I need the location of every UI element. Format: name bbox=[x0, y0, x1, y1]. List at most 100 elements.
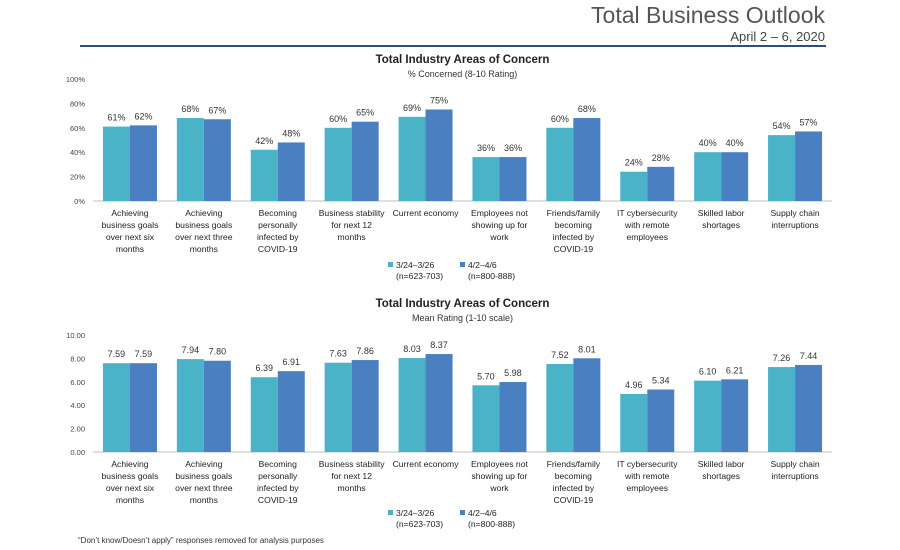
bar bbox=[546, 127, 574, 201]
y-tick-label: 0.00 bbox=[70, 448, 85, 457]
legend-swatch bbox=[388, 262, 393, 267]
data-label: 5.70 bbox=[477, 371, 495, 381]
data-label: 36% bbox=[477, 143, 495, 153]
category-label: months bbox=[116, 495, 144, 505]
category-label: over next six bbox=[106, 232, 155, 242]
category-label: months bbox=[338, 483, 366, 493]
category-label: showing up for bbox=[471, 220, 527, 230]
bar bbox=[277, 142, 305, 201]
category-label: infected by bbox=[257, 232, 299, 242]
category-label: Skilled labor bbox=[698, 208, 745, 218]
category-label: infected by bbox=[553, 483, 595, 493]
data-label: 28% bbox=[652, 153, 670, 163]
category-label: business goals bbox=[102, 471, 159, 481]
data-label: 68% bbox=[578, 104, 596, 114]
legend-swatch bbox=[388, 510, 393, 515]
category-label: IT cybersecurity bbox=[617, 208, 678, 218]
category-label: Becoming bbox=[259, 208, 297, 218]
data-label: 6.21 bbox=[726, 365, 744, 375]
data-label: 24% bbox=[625, 158, 643, 168]
category-label: becoming bbox=[555, 220, 592, 230]
bar bbox=[620, 393, 648, 452]
category-label: Current economy bbox=[393, 459, 460, 469]
category-label: for next 12 bbox=[331, 220, 372, 230]
bar bbox=[795, 131, 823, 201]
data-label: 40% bbox=[699, 138, 717, 148]
bar bbox=[573, 358, 601, 452]
legend-swatch bbox=[460, 510, 465, 515]
y-tick-label: 4.00 bbox=[70, 401, 85, 410]
category-label: work bbox=[489, 232, 509, 242]
bar bbox=[620, 171, 648, 201]
category-label: Achieving bbox=[111, 208, 148, 218]
bar bbox=[647, 389, 675, 452]
bar bbox=[129, 363, 157, 452]
category-label: COVID-19 bbox=[258, 495, 298, 505]
chart-subtitle: % Concerned (8-10 Rating) bbox=[408, 69, 518, 79]
y-tick-label: 80% bbox=[70, 99, 85, 108]
data-label: 62% bbox=[134, 111, 152, 121]
category-label: Business stability bbox=[319, 459, 386, 469]
data-label: 7.44 bbox=[800, 351, 818, 361]
y-tick-label: 8.00 bbox=[70, 354, 85, 363]
bar bbox=[694, 380, 722, 452]
legend-n: (n=800-888) bbox=[468, 271, 515, 281]
category-label: with remote bbox=[624, 220, 670, 230]
y-tick-label: 40% bbox=[70, 148, 85, 157]
category-label: personally bbox=[258, 471, 298, 481]
category-label: with remote bbox=[624, 471, 670, 481]
data-label: 60% bbox=[551, 114, 569, 124]
data-label: 40% bbox=[726, 138, 744, 148]
bar bbox=[721, 379, 749, 452]
bar bbox=[176, 359, 204, 452]
data-label: 42% bbox=[255, 136, 273, 146]
bar bbox=[324, 127, 352, 201]
data-label: 5.98 bbox=[504, 368, 522, 378]
bar bbox=[425, 109, 453, 201]
bar bbox=[546, 364, 574, 452]
data-label: 48% bbox=[282, 128, 300, 138]
category-label: Supply chain bbox=[770, 459, 819, 469]
y-tick-label: 2.00 bbox=[70, 425, 85, 434]
data-label: 54% bbox=[773, 121, 791, 131]
category-label: showing up for bbox=[471, 471, 527, 481]
bar bbox=[250, 149, 278, 201]
bar bbox=[768, 135, 796, 201]
bar bbox=[176, 118, 204, 201]
category-label: IT cybersecurity bbox=[617, 459, 678, 469]
title-rule bbox=[80, 45, 826, 47]
bar bbox=[472, 385, 500, 452]
bar bbox=[203, 119, 231, 201]
bar bbox=[351, 360, 379, 452]
data-label: 7.86 bbox=[356, 346, 374, 356]
category-label: Achieving bbox=[185, 208, 222, 218]
category-label: infected by bbox=[257, 483, 299, 493]
category-label: over next three bbox=[175, 483, 233, 493]
page-title: Total Business Outlook bbox=[591, 2, 825, 28]
data-label: 7.59 bbox=[108, 349, 126, 359]
y-tick-label: 10.00 bbox=[66, 331, 85, 340]
bar bbox=[129, 125, 157, 201]
bar bbox=[102, 363, 130, 452]
bar bbox=[203, 360, 231, 452]
legend-swatch bbox=[460, 262, 465, 267]
data-label: 6.39 bbox=[255, 363, 273, 373]
category-label: Employees not bbox=[471, 459, 528, 469]
category-label: Friends/family bbox=[547, 459, 601, 469]
y-tick-label: 60% bbox=[70, 124, 85, 133]
data-label: 65% bbox=[356, 108, 374, 118]
legend-n: (n=623-703) bbox=[396, 271, 443, 281]
data-label: 7.63 bbox=[329, 349, 347, 359]
data-label: 7.80 bbox=[209, 347, 227, 357]
bar bbox=[795, 364, 823, 452]
bar bbox=[647, 166, 675, 201]
data-label: 57% bbox=[800, 117, 818, 127]
data-label: 4.96 bbox=[625, 380, 643, 390]
legend-label: 3/24–3/26 bbox=[396, 508, 434, 518]
category-label: employees bbox=[626, 232, 668, 242]
data-label: 67% bbox=[208, 105, 226, 115]
data-label: 68% bbox=[181, 104, 199, 114]
bar bbox=[351, 121, 379, 201]
data-label: 6.10 bbox=[699, 367, 717, 377]
category-label: Employees not bbox=[471, 208, 528, 218]
